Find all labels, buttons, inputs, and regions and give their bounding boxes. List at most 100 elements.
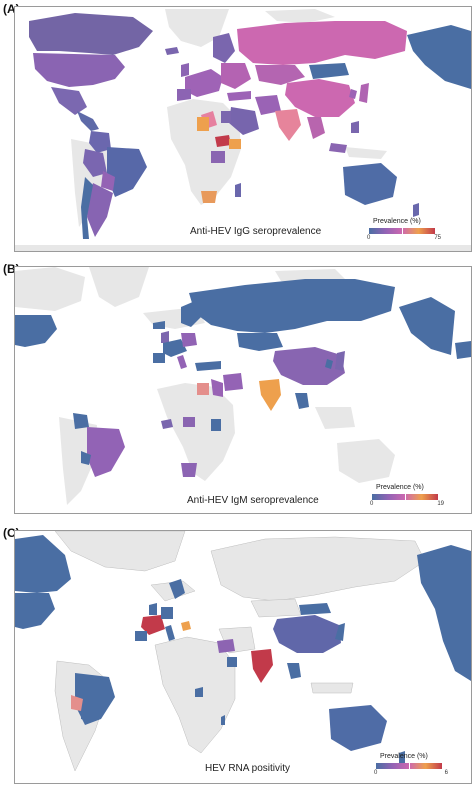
legend-b: Prevalence (%) 0 19: [366, 484, 444, 510]
africa-base: [157, 383, 235, 481]
legend-min: 0: [370, 501, 374, 507]
legend-tick: [409, 762, 410, 770]
iberia: [177, 89, 191, 101]
india: [251, 649, 273, 683]
turkey: [227, 91, 251, 101]
central-asia-nodata: [250, 598, 302, 618]
canada: [15, 535, 71, 593]
paraguay: [81, 711, 91, 721]
brazil: [107, 147, 147, 197]
west-africa: [161, 419, 173, 429]
colombia: [89, 131, 111, 153]
scandinavia: [213, 33, 235, 63]
france: [141, 615, 165, 635]
iberia: [153, 353, 165, 363]
germany: [161, 607, 173, 619]
egypt: [221, 111, 231, 123]
sudan-red: [215, 135, 231, 147]
world-map-b: [15, 267, 471, 505]
legend-max: 75: [434, 235, 441, 241]
philippines: [351, 121, 359, 133]
southeast-asia-nodata: [315, 407, 355, 429]
argentina: [87, 183, 113, 237]
chile: [81, 177, 93, 239]
legend-tick: [405, 493, 406, 501]
arabia: [229, 107, 259, 135]
legend-max: 6: [444, 770, 448, 776]
new-zealand: [413, 203, 419, 217]
indonesia-base: [345, 147, 387, 159]
legend-title: Prevalence (%): [373, 218, 421, 225]
turkey: [195, 361, 221, 371]
korea: [349, 89, 357, 99]
hungary: [181, 621, 191, 631]
legend-min: 0: [367, 235, 371, 241]
iran: [255, 95, 281, 115]
kazakhstan: [255, 65, 305, 85]
new-zealand: [399, 751, 405, 765]
india: [259, 379, 281, 411]
russia-nodata: [210, 536, 426, 602]
korea: [325, 359, 333, 369]
china: [273, 615, 341, 653]
panel-a: (A): [0, 0, 474, 255]
alaska: [417, 545, 471, 681]
indonesia-nodata: [310, 682, 354, 694]
iberia: [135, 631, 147, 641]
usa: [15, 315, 57, 347]
southeast-asia: [295, 393, 309, 409]
legend-min: 0: [374, 770, 378, 776]
iceland: [165, 47, 179, 55]
south-africa: [181, 463, 197, 477]
arctic-nodata: [54, 531, 186, 572]
legend-title: Prevalence (%): [380, 753, 428, 760]
panel-caption: Anti-HEV IgG seroprevalence: [190, 226, 322, 237]
arabia: [227, 657, 237, 667]
madagascar: [221, 715, 225, 725]
china: [285, 79, 355, 117]
australia: [343, 163, 397, 205]
legend-max: 19: [437, 501, 444, 507]
brazil: [87, 427, 125, 477]
peru: [83, 149, 107, 177]
southeast-asia: [307, 117, 325, 139]
alaska: [407, 25, 471, 89]
russia: [237, 21, 407, 65]
central-america: [77, 111, 99, 131]
russia: [189, 279, 395, 333]
east-africa: [211, 419, 221, 431]
western-europe: [185, 69, 223, 97]
greenland: [89, 267, 149, 307]
bolivia: [81, 451, 91, 465]
usa: [15, 593, 55, 629]
map-igm-seroprevalence: [14, 266, 472, 514]
egypt: [197, 383, 209, 395]
panel-caption: Anti-HEV IgM seroprevalence: [187, 495, 319, 506]
africa-base: [167, 99, 241, 205]
ethiopia-orange: [229, 139, 241, 149]
colombia: [73, 413, 89, 429]
central-europe: [181, 333, 197, 347]
world-map-a: [15, 9, 471, 251]
indonesia: [329, 143, 347, 153]
mongolia: [299, 603, 331, 615]
japan: [359, 83, 369, 103]
kazakhstan: [237, 333, 283, 351]
iceland: [153, 321, 165, 329]
iran: [217, 639, 235, 653]
australia-nodata: [337, 439, 395, 483]
china: [273, 347, 345, 385]
uk: [181, 63, 189, 77]
japan: [335, 351, 345, 371]
arabia: [211, 379, 223, 397]
japan: [335, 623, 345, 641]
scandinavia: [169, 579, 185, 599]
canada: [29, 13, 153, 55]
map-igg-seroprevalence: [14, 6, 472, 252]
india: [275, 109, 301, 141]
uk: [161, 331, 169, 343]
legend-a: Prevalence (%) 0 75: [363, 218, 441, 244]
world-map-c: [15, 531, 471, 772]
pacific-usa-edge: [455, 341, 471, 359]
italy: [177, 355, 187, 369]
